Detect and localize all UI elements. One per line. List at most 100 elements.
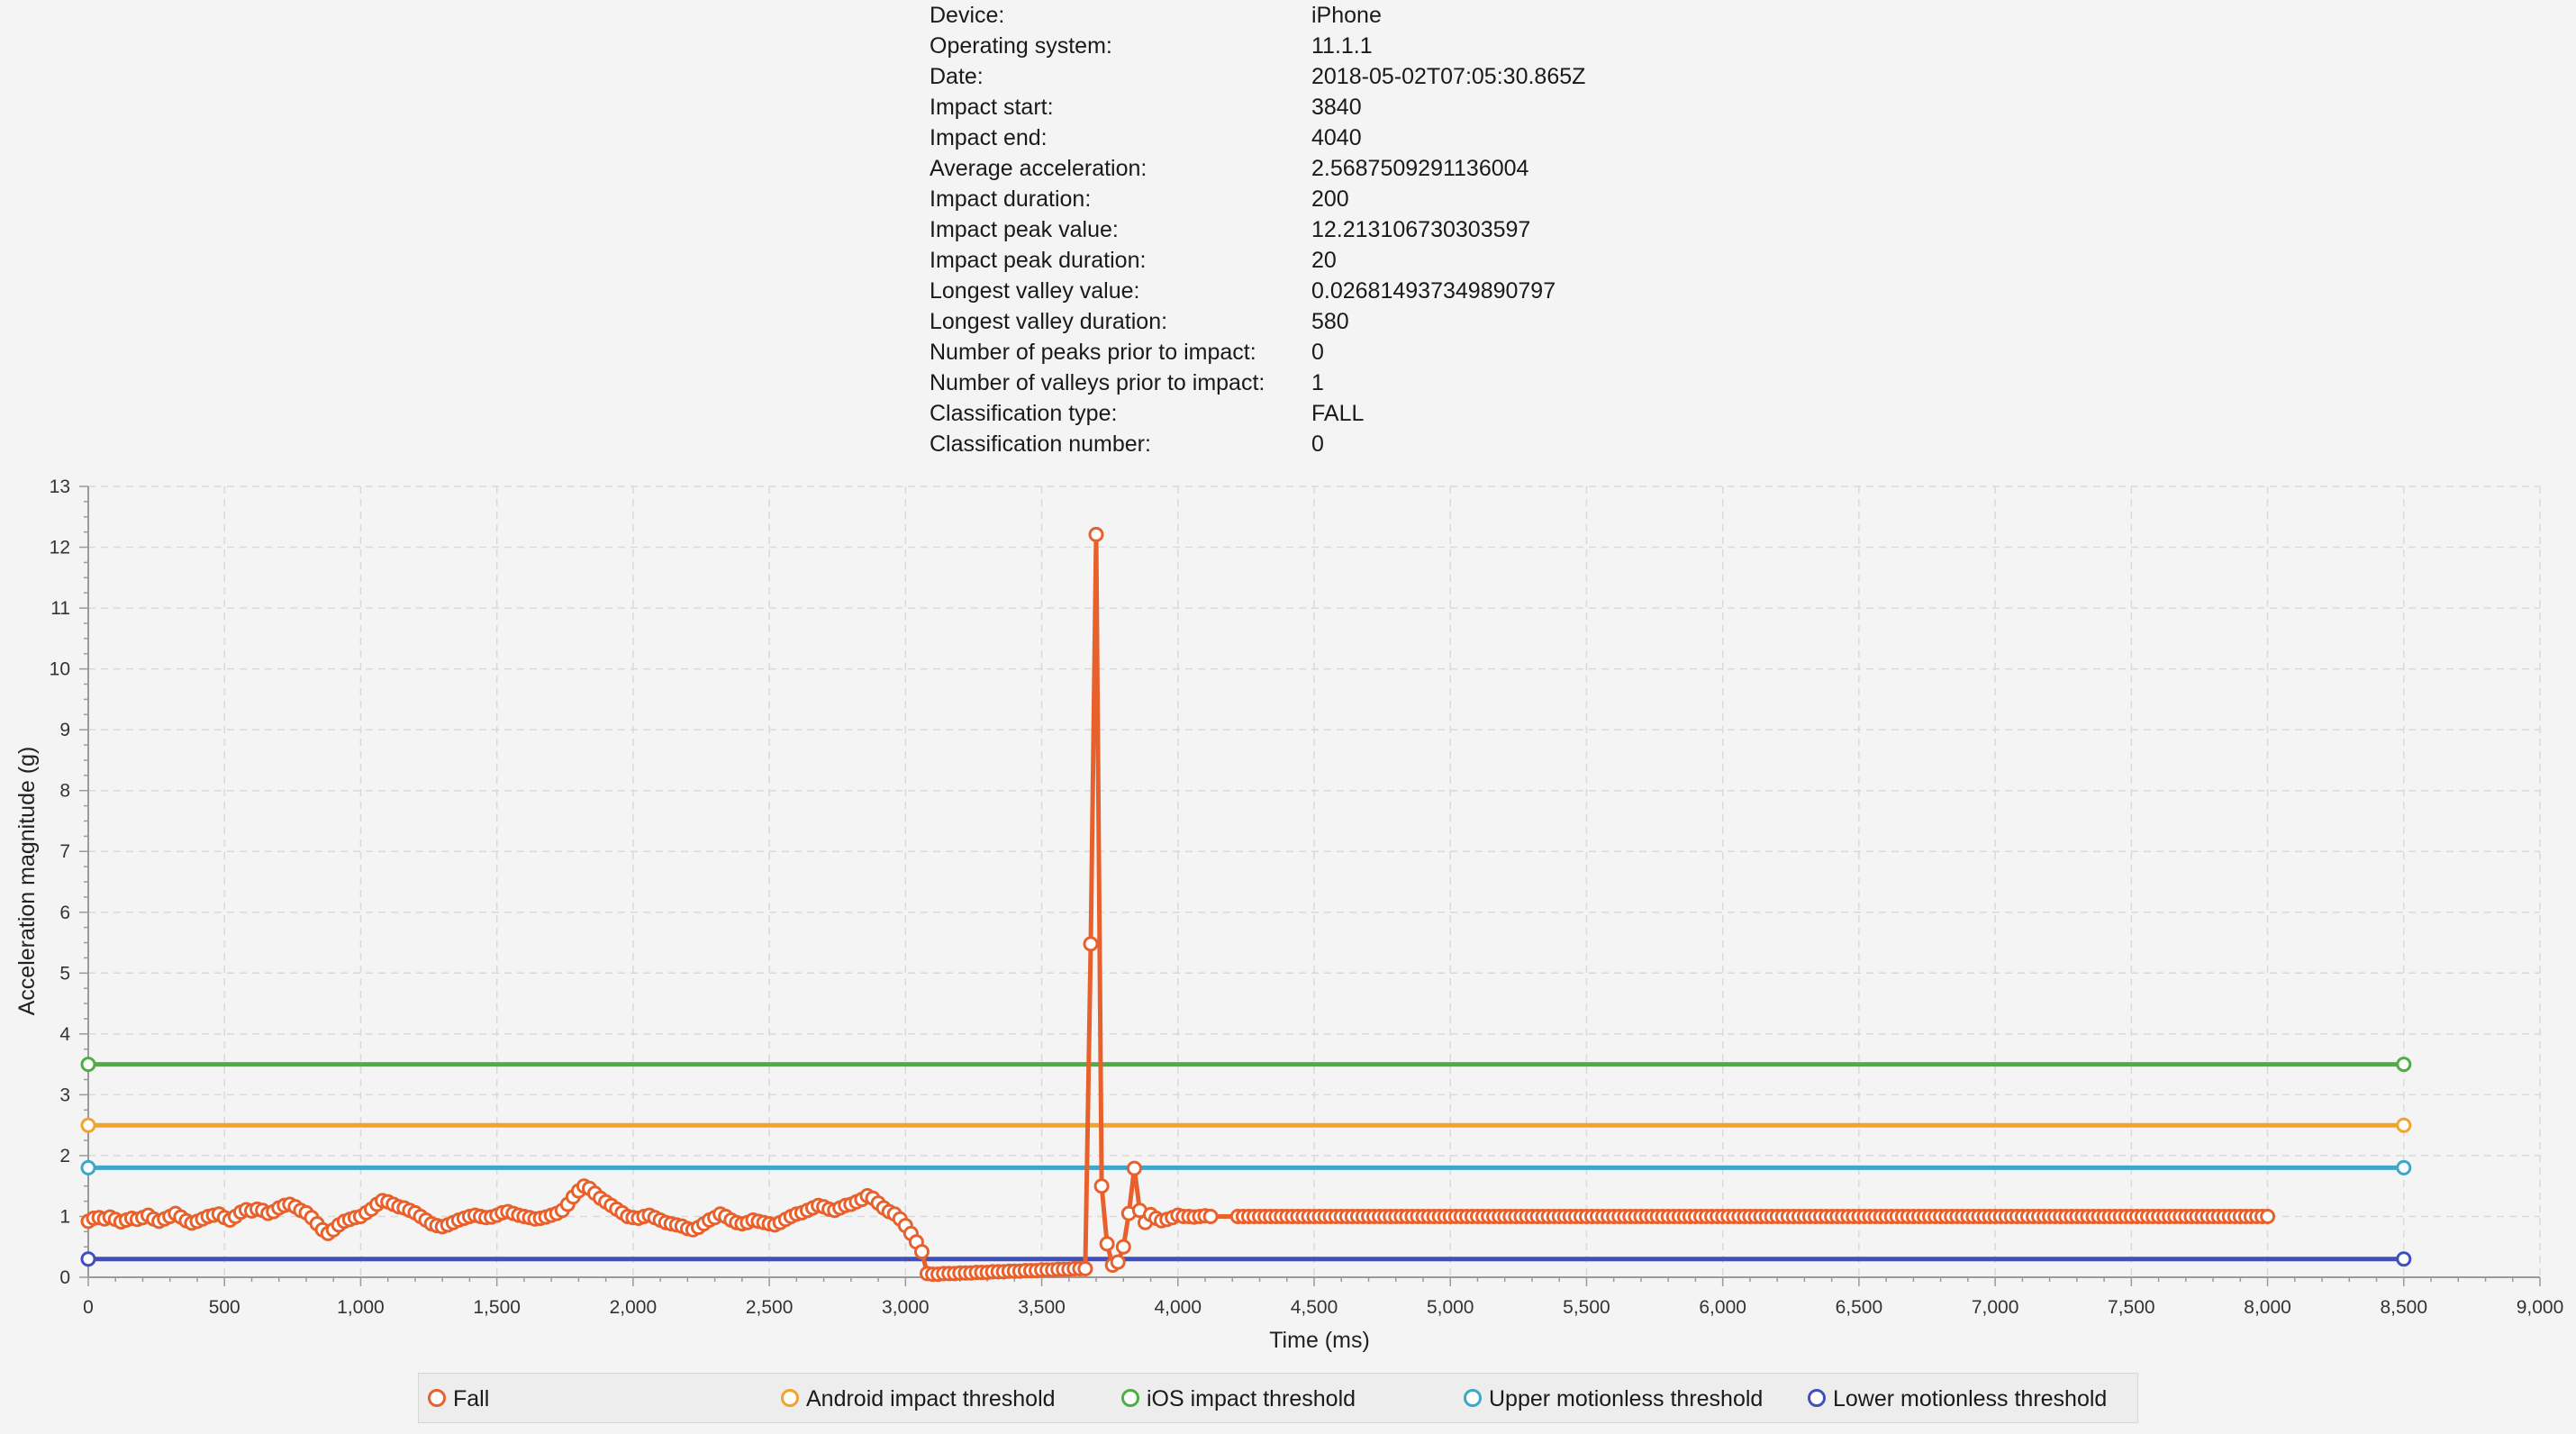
x-tick-label: 3,000 — [882, 1297, 930, 1318]
info-value: 3840 — [1311, 95, 1362, 120]
data-point — [1077, 1261, 1093, 1276]
legend-marker-icon — [1808, 1389, 1826, 1408]
x-tick-label: 0 — [83, 1297, 94, 1318]
data-point — [914, 1244, 930, 1260]
data-point — [1083, 936, 1099, 952]
info-label: Date: — [930, 64, 984, 89]
info-value: 20 — [1311, 248, 1337, 273]
x-tick-label: 2,500 — [746, 1297, 794, 1318]
data-point — [80, 1117, 96, 1133]
info-value: 200 — [1311, 186, 1349, 212]
y-axis-title: Acceleration magnitude (g) — [14, 747, 40, 1016]
series-lower-motionless-threshold — [80, 1251, 2412, 1267]
x-tick-label: 4,000 — [1154, 1297, 1202, 1318]
info-label: Impact start: — [930, 95, 1054, 120]
legend-item[interactable]: Upper motionless threshold — [1464, 1374, 1763, 1424]
info-label: Impact peak duration: — [930, 248, 1147, 273]
x-tick-label: 8,500 — [2380, 1297, 2427, 1318]
x-tick-label: 5,000 — [1427, 1297, 1474, 1318]
info-value: 0.026814937349890797 — [1311, 278, 1556, 304]
info-value: 2018-05-02T07:05:30.865Z — [1311, 64, 1586, 89]
y-tick-label: 10 — [50, 659, 70, 680]
series-fall — [80, 526, 2276, 1283]
x-tick-label: 8,000 — [2244, 1297, 2291, 1318]
data-point — [80, 1057, 96, 1073]
x-tick-label: 2,000 — [610, 1297, 658, 1318]
info-label: Impact peak value: — [930, 217, 1119, 242]
y-tick-label: 13 — [50, 476, 70, 497]
x-tick-label: 6,500 — [1836, 1297, 1883, 1318]
legend-marker-icon — [1121, 1389, 1139, 1408]
x-tick-label: 1,000 — [337, 1297, 385, 1318]
legend-item[interactable]: Fall — [428, 1374, 489, 1424]
data-point — [80, 1251, 96, 1267]
data-point — [1202, 1209, 1219, 1224]
info-value: 0 — [1311, 431, 1324, 457]
data-point — [2396, 1159, 2412, 1175]
series-ios-impact-threshold — [80, 1057, 2412, 1073]
legend-label: Lower motionless threshold — [1833, 1386, 2108, 1411]
data-point — [1115, 1239, 1131, 1255]
data-point — [1088, 526, 1104, 542]
y-tick-label: 5 — [59, 963, 70, 984]
info-value: 12.213106730303597 — [1311, 217, 1531, 242]
x-tick-label: 500 — [209, 1297, 240, 1318]
y-tick-label: 2 — [59, 1146, 70, 1166]
info-value: 2.5687509291136004 — [1311, 156, 1529, 181]
x-tick-label: 7,000 — [1972, 1297, 2019, 1318]
x-tick-label: 1,500 — [473, 1297, 521, 1318]
acceleration-chart: 0 500 1,000 1,500 2,000 2,500 3,000 3,500 4,000 4… — [14, 476, 2564, 1353]
legend-label: iOS impact threshold — [1147, 1386, 1356, 1411]
y-tick-label: 4 — [59, 1024, 70, 1045]
info-value: 1 — [1311, 370, 1324, 395]
y-tick-label: 8 — [59, 781, 70, 802]
info-label: Impact duration: — [930, 186, 1092, 212]
legend-item[interactable]: Lower motionless threshold — [1808, 1374, 2107, 1424]
y-tick-label: 11 — [50, 598, 70, 619]
x-tick-label: 9,000 — [2517, 1297, 2564, 1318]
info-label: Average acceleration: — [930, 156, 1147, 181]
info-label: Longest valley value: — [930, 278, 1140, 304]
info-label: Classification number: — [930, 431, 1151, 457]
info-label: Number of valleys prior to impact: — [930, 370, 1265, 395]
info-label: Number of peaks prior to impact: — [930, 340, 1256, 365]
x-axis-title: Time (ms) — [1269, 1328, 1370, 1353]
series-android-impact-threshold — [80, 1117, 2412, 1133]
legend-item[interactable]: iOS impact threshold — [1121, 1374, 1356, 1424]
x-tick-label: 7,500 — [2108, 1297, 2155, 1318]
info-value: 0 — [1311, 340, 1324, 365]
legend-marker-icon — [1464, 1389, 1482, 1408]
y-tick-label: 12 — [50, 538, 70, 558]
x-tick-label: 5,500 — [1563, 1297, 1610, 1318]
info-value: iPhone — [1311, 3, 1382, 28]
y-tick-label: 3 — [59, 1085, 70, 1105]
legend-marker-icon — [428, 1389, 446, 1408]
data-point — [1099, 1236, 1115, 1252]
info-value: FALL — [1311, 401, 1365, 426]
data-point — [1110, 1254, 1126, 1270]
y-tick-label: 7 — [59, 841, 70, 862]
info-label: Impact end: — [930, 125, 1048, 150]
info-value: 4040 — [1311, 125, 1362, 150]
info-value: 11.1.1 — [1311, 33, 1373, 59]
info-label: Operating system: — [930, 33, 1112, 59]
data-point — [1126, 1160, 1142, 1176]
series-layer — [80, 526, 2412, 1283]
legend-item[interactable]: Android impact threshold — [781, 1374, 1056, 1424]
data-point — [2260, 1209, 2276, 1224]
info-label: Device: — [930, 3, 1005, 28]
legend-label: Android impact threshold — [806, 1386, 1056, 1411]
data-point — [2396, 1251, 2412, 1267]
x-tick-label: 3,500 — [1018, 1297, 1066, 1318]
data-point — [80, 1159, 96, 1175]
y-tick-label: 6 — [59, 903, 70, 923]
info-value: 580 — [1311, 309, 1349, 334]
y-tick-label: 1 — [59, 1206, 70, 1227]
y-tick-label: 0 — [59, 1267, 70, 1288]
legend-label: Upper motionless threshold — [1489, 1386, 1764, 1411]
chart-legend: Fall Android impact threshold iOS impact t… — [418, 1373, 2138, 1423]
data-point — [2396, 1117, 2412, 1133]
data-point — [1093, 1178, 1110, 1194]
grid-lines — [88, 486, 2541, 1277]
data-point — [2396, 1057, 2412, 1073]
